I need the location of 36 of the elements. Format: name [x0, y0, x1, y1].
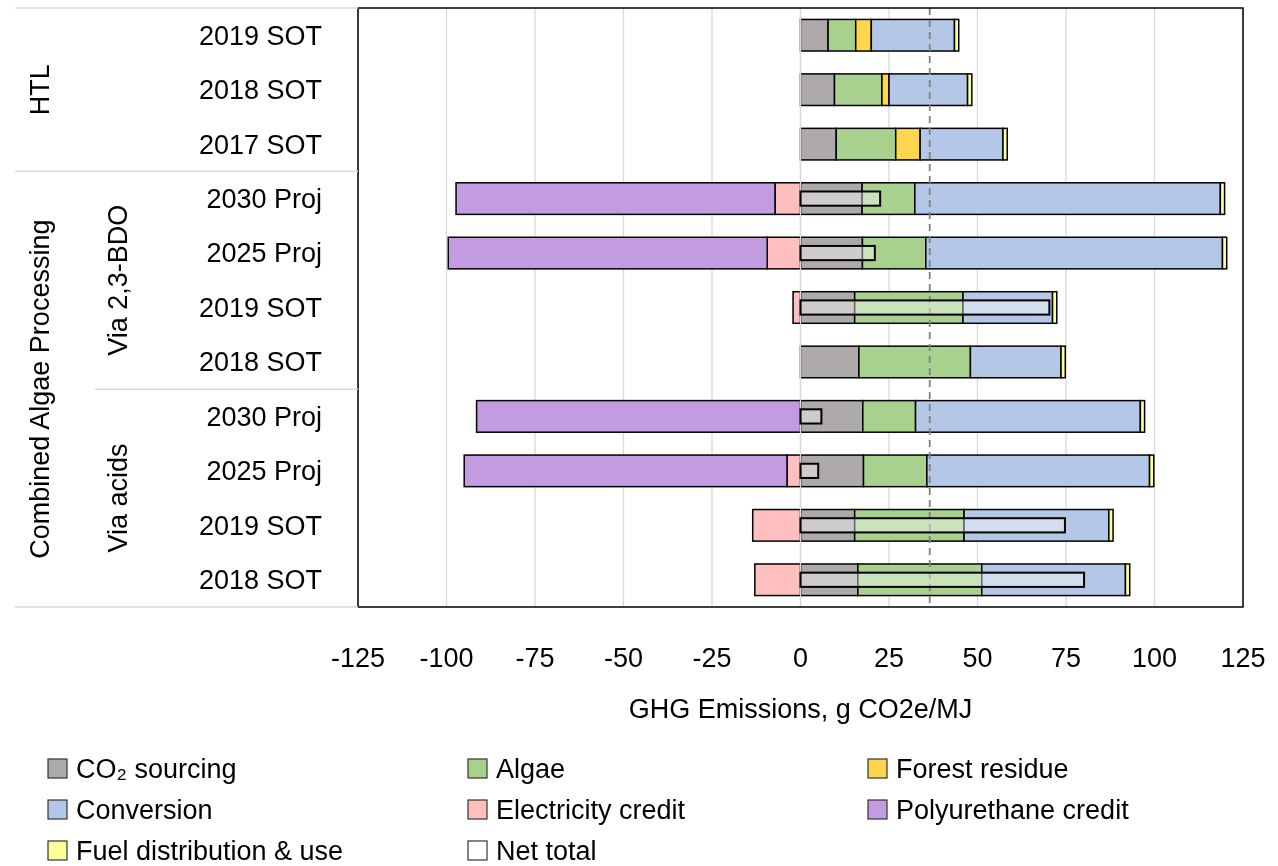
text: Net total: [496, 836, 597, 866]
legend-label: Electricity credit: [496, 795, 686, 826]
text: Combined Algae Processing: [25, 219, 56, 559]
legend-label: Forest residue: [896, 754, 1069, 785]
x-axis-title: GHG Emissions, g CO2e/MJ: [628, 694, 973, 724]
y-tick-label: 2019 SOT: [198, 20, 322, 51]
y-tick-label: 2019 SOT: [198, 510, 322, 541]
x-tick-label: -75: [515, 643, 555, 673]
y-tick-label: 2017 SOT: [198, 129, 322, 160]
text: Via acids: [103, 443, 134, 553]
x-tick-label: 100: [1131, 643, 1178, 673]
y-tick-label: 2018 SOT: [198, 75, 322, 106]
y-tick-label: 2025 Proj: [206, 456, 322, 487]
x-tick-label: 25: [873, 643, 905, 673]
x-tick-label: -25: [692, 643, 732, 673]
legend-label: Polyurethane credit: [896, 795, 1130, 826]
y-tick-label: 2030 Proj: [206, 401, 322, 432]
x-tick-label: -125: [330, 643, 386, 673]
x-tick-label: 0: [792, 643, 809, 673]
y-tick-label: 2018 SOT: [198, 565, 322, 596]
legend-label: Fuel distribution & use: [76, 836, 344, 866]
text: HTL: [25, 64, 56, 116]
legend-label: Algae: [496, 754, 566, 785]
x-tick-label: -100: [419, 643, 474, 673]
legend-label: Conversion: [76, 795, 213, 826]
y-tick-label: 2025 Proj: [206, 238, 322, 269]
y-tick-label: 2018 SOT: [198, 347, 322, 378]
y-tick-label: 2019 SOT: [198, 292, 322, 323]
bar: [799, 408, 823, 425]
text: Via 2,3-BDO: [103, 204, 134, 356]
y-tick-label: 2030 Proj: [206, 184, 322, 215]
legend-label: CO₂ sourcing: [76, 754, 237, 785]
x-tick-label: 50: [962, 643, 993, 673]
x-tick-label: 75: [1050, 643, 1082, 673]
x-tick-label: -50: [603, 643, 644, 673]
x-tick-label: 125: [1220, 643, 1266, 673]
